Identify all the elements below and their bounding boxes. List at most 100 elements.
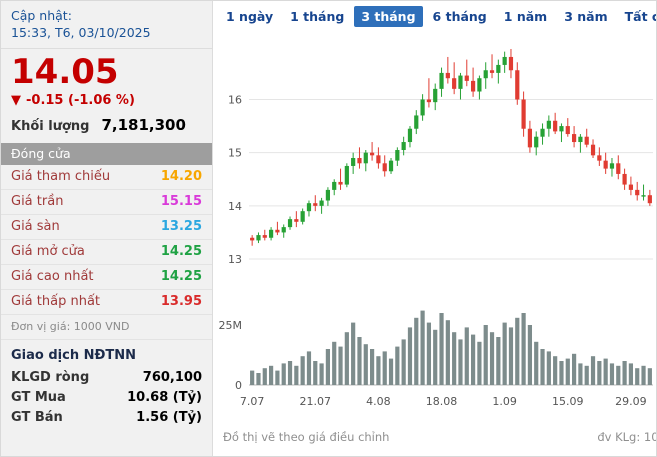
candle-body <box>584 136 589 145</box>
candle-body <box>376 155 381 164</box>
volume-bar <box>584 365 589 385</box>
range-button-3-month[interactable]: 3 tháng <box>354 5 423 27</box>
row-label: Giá trần <box>11 194 64 210</box>
stock-chart-svg[interactable]: 13 14 15 16 0 25M 7.07 21.07 4.08 18.08 1.09 15.09 2… <box>213 29 656 421</box>
candle-body <box>597 155 602 161</box>
volume-bar <box>470 334 476 385</box>
volume-bar <box>502 322 507 385</box>
candle-body <box>496 64 501 73</box>
x-axis-label: 1.09 <box>492 395 517 408</box>
gridlines <box>249 98 653 386</box>
candle-body <box>313 203 318 206</box>
range-button-1-day[interactable]: 1 ngày <box>226 8 274 24</box>
price-change-value: -0.15 (-1.06 %) <box>26 93 135 109</box>
quote-sidebar: Cập nhật: 15:33, T6, 03/10/2025 14.05 ▼ … <box>1 1 213 456</box>
volume-bar <box>508 327 514 385</box>
row-label: Giá sàn <box>11 219 60 235</box>
row-label: KLGD ròng <box>11 370 90 386</box>
volume-bar <box>647 368 652 385</box>
candle-body <box>250 237 255 241</box>
row-value: 13.95 <box>160 294 202 310</box>
candle-body <box>369 152 375 156</box>
candle-body <box>609 163 615 169</box>
candle-body <box>268 229 274 238</box>
candle-body <box>603 160 608 169</box>
volume-bar <box>464 327 469 385</box>
candle-body <box>635 189 640 196</box>
volume-bar <box>559 361 564 385</box>
candle-body <box>571 134 577 143</box>
volume-bar <box>597 361 602 385</box>
volume-bar <box>369 349 375 385</box>
volume-bar <box>250 370 255 385</box>
volume-bar <box>414 317 419 385</box>
volume-bar <box>357 337 362 385</box>
volume-bar <box>527 325 533 385</box>
row-value: 14.25 <box>160 269 202 285</box>
chart-footer-note: Đồ thị vẽ theo giá điều chỉnh <box>223 430 390 444</box>
last-update: Cập nhật: 15:33, T6, 03/10/2025 <box>1 1 212 49</box>
candle-body <box>527 128 533 148</box>
volume-bar <box>565 358 570 385</box>
range-button-3-year[interactable]: 3 năm <box>564 8 608 24</box>
row-label: GT Bán <box>11 410 63 426</box>
table-row: GT Bán 1.56 (Tỷ) <box>1 408 212 428</box>
volume-bar <box>319 363 324 385</box>
volume-bar <box>616 365 621 385</box>
row-value: 14.20 <box>160 169 202 185</box>
volume-bar <box>351 322 356 385</box>
svg-text:13: 13 <box>228 253 242 266</box>
table-row: Giá cao nhất 14.25 <box>1 265 212 291</box>
candle-body <box>433 88 438 103</box>
candle-body <box>382 163 387 172</box>
candle-body <box>401 142 406 151</box>
volume-bar <box>635 368 640 385</box>
volume-bar <box>313 361 318 385</box>
volume-bar <box>628 363 634 385</box>
range-button-6-month[interactable]: 6 tháng <box>432 8 487 24</box>
volume-bar <box>578 363 583 385</box>
candle-body <box>275 229 280 233</box>
volume-bar <box>609 363 615 385</box>
volume-bar <box>401 339 406 385</box>
table-row: Giá mở cửa 14.25 <box>1 240 212 266</box>
volume-bar <box>641 365 646 385</box>
volume-bar <box>388 358 394 385</box>
volume-bar <box>489 332 495 385</box>
volume-bar <box>363 344 368 385</box>
candle-body <box>641 195 646 197</box>
last-update-label: Cập nhật: <box>11 8 72 23</box>
candle-body <box>281 227 286 233</box>
candle-body <box>502 56 507 65</box>
candle-body <box>521 99 526 129</box>
volume-bar <box>452 332 457 385</box>
volume-bar <box>332 341 337 385</box>
svg-text:25M: 25M <box>219 319 243 332</box>
row-label: GT Mua <box>11 390 66 406</box>
candle-body <box>616 163 621 174</box>
svg-text:15: 15 <box>228 147 242 160</box>
volume-bar <box>275 370 280 385</box>
table-row: Giá thấp nhất 13.95 <box>1 290 212 316</box>
candle-body <box>628 184 634 190</box>
volume-bar <box>376 356 381 385</box>
table-row: Giá tham chiếu 14.20 <box>1 165 212 191</box>
volume-bar <box>603 358 608 385</box>
volume-label: Khối lượng <box>11 119 90 135</box>
volume-bar <box>300 356 305 385</box>
down-arrow-icon: ▼ <box>11 93 21 109</box>
candle-body <box>534 136 539 148</box>
candlestick-series <box>250 48 652 246</box>
range-button-1-month[interactable]: 1 tháng <box>290 8 345 24</box>
row-label: Giá cao nhất <box>11 269 94 285</box>
volume-bar <box>477 341 482 385</box>
volume-bar <box>458 339 463 385</box>
range-button-all[interactable]: Tất cả <box>624 8 656 24</box>
range-button-1-year[interactable]: 1 năm <box>503 8 548 24</box>
candle-body <box>332 181 337 190</box>
row-value: 10.68 (Tỷ) <box>127 390 202 406</box>
candle-body <box>452 78 457 89</box>
volume-bar <box>439 313 444 385</box>
volume-bar <box>553 356 558 385</box>
candle-body <box>294 219 299 222</box>
